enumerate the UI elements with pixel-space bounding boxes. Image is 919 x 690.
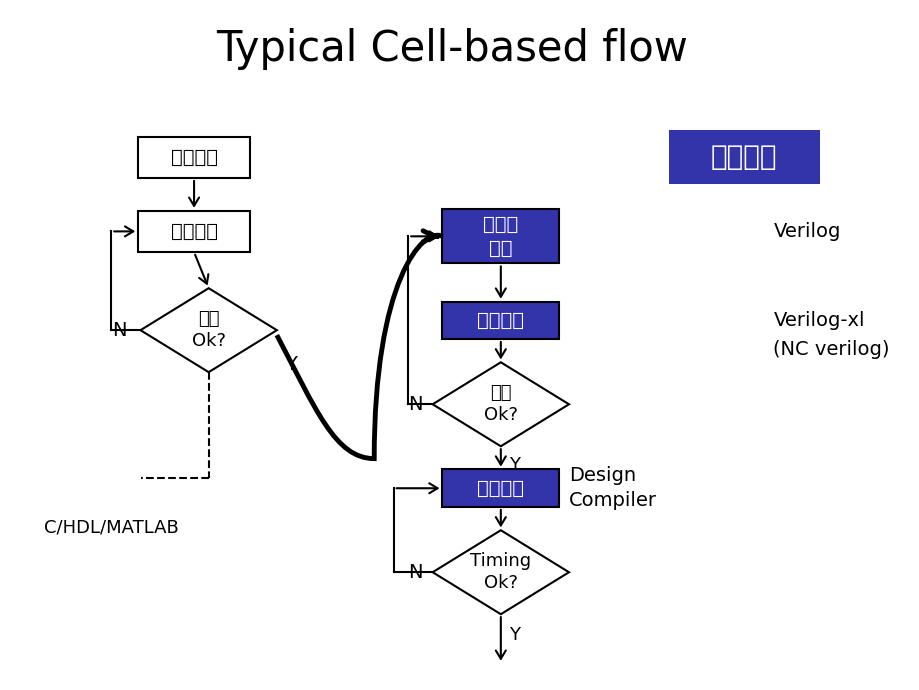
Polygon shape — [141, 288, 277, 372]
Text: 仿真
Ok?: 仿真 Ok? — [191, 310, 225, 351]
Text: 仿真
Ok?: 仿真 Ok? — [483, 384, 517, 424]
Text: Verilog: Verilog — [773, 222, 840, 241]
Text: (NC verilog): (NC verilog) — [773, 340, 889, 359]
Polygon shape — [432, 362, 568, 446]
FancyBboxPatch shape — [138, 210, 250, 252]
Text: Verilog-xl: Verilog-xl — [773, 310, 864, 330]
Text: N: N — [112, 321, 126, 339]
Text: Y: Y — [508, 626, 519, 644]
FancyBboxPatch shape — [442, 302, 559, 339]
Text: Timing
Ok?: Timing Ok? — [470, 552, 531, 592]
Text: 行为建模: 行为建模 — [170, 222, 217, 241]
Text: Y: Y — [508, 456, 519, 474]
Text: 前端设计: 前端设计 — [710, 144, 777, 171]
FancyBboxPatch shape — [138, 137, 250, 178]
Text: 可综合
代码: 可综合 代码 — [482, 215, 518, 257]
Text: 逻辑综合: 逻辑综合 — [477, 479, 524, 497]
Text: 系统定义: 系统定义 — [170, 148, 217, 167]
Text: 逻辑仿真: 逻辑仿真 — [477, 310, 524, 330]
FancyBboxPatch shape — [442, 469, 559, 507]
FancyBboxPatch shape — [668, 130, 819, 184]
Polygon shape — [432, 530, 568, 614]
Text: N: N — [407, 563, 422, 582]
FancyBboxPatch shape — [442, 209, 559, 264]
Text: C/HDL/MATLAB: C/HDL/MATLAB — [44, 519, 178, 537]
Text: Y: Y — [284, 355, 296, 374]
Text: Design
Compiler: Design Compiler — [568, 466, 656, 510]
Text: Typical Cell-based flow: Typical Cell-based flow — [216, 28, 687, 70]
Text: N: N — [407, 395, 422, 414]
